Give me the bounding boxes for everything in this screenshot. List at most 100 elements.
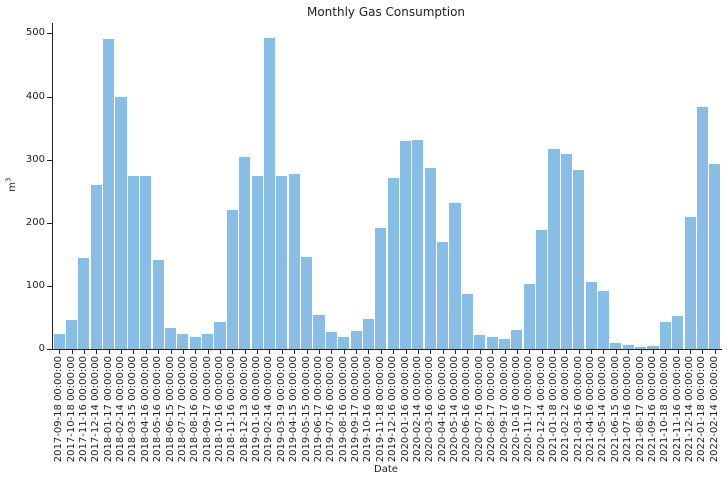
bar: [189, 336, 201, 350]
x-tick: [71, 350, 73, 354]
bar: [362, 318, 374, 350]
x-tick: [380, 350, 382, 354]
y-tick-label: 300: [25, 153, 45, 165]
x-tick: [578, 350, 580, 354]
x-tick-label: 2021-12-14 00:00:00: [684, 356, 696, 463]
bar: [597, 291, 610, 350]
x-tick: [393, 350, 395, 354]
bar: [164, 327, 177, 350]
x-tick: [269, 350, 271, 354]
bar: [387, 178, 399, 350]
x-tick-label: 2018-12-13 00:00:00: [238, 356, 250, 463]
x-tick: [244, 350, 246, 354]
x-tick: [504, 350, 506, 354]
x-tick: [492, 350, 494, 354]
x-tick-label: 2020-04-16 00:00:00: [436, 356, 448, 463]
x-tick-label: 2019-01-16 00:00:00: [251, 356, 263, 463]
x-tick: [690, 350, 692, 354]
x-tick-label: 2021-01-18 00:00:00: [548, 356, 559, 463]
x-tick: [331, 350, 333, 354]
x-tick: [529, 350, 531, 354]
x-tick-label: 2018-02-14 00:00:00: [115, 356, 127, 463]
x-tick-label: 2020-06-16 00:00:00: [461, 356, 473, 463]
x-tick-label: 2018-08-16 00:00:00: [189, 356, 201, 463]
x-tick: [541, 350, 543, 354]
bar: [585, 282, 597, 350]
x-tick-label: 2018-03-15 00:00:00: [127, 356, 139, 463]
x-tick-label: 2018-10-16 00:00:00: [214, 356, 225, 463]
x-tick-label: 2022-02-14 00:00:00: [708, 356, 720, 463]
x-tick-label: 2020-02-14 00:00:00: [411, 356, 423, 463]
bar: [486, 336, 498, 350]
bar: [152, 260, 164, 350]
x-tick: [281, 350, 283, 354]
y-tick-label: 0: [38, 343, 45, 355]
bar: [511, 330, 523, 350]
x-tick: [714, 350, 716, 354]
bar: [684, 217, 696, 350]
bar: [672, 316, 684, 350]
x-tick-label: 2020-01-16 00:00:00: [399, 356, 411, 463]
y-tick: [47, 159, 52, 161]
bar: [276, 176, 288, 350]
bar: [573, 169, 585, 350]
x-tick: [455, 350, 457, 354]
x-tick-label: 2021-06-15 00:00:00: [609, 356, 621, 463]
plot-area: [52, 23, 721, 350]
x-tick-label: 2019-08-16 00:00:00: [337, 356, 349, 463]
x-axis-line: [52, 349, 722, 350]
x-tick-label: 2021-07-16 00:00:00: [622, 356, 634, 463]
x-tick: [343, 350, 345, 354]
x-tick-label: 2021-03-16 00:00:00: [572, 356, 584, 463]
x-tick: [603, 350, 605, 354]
x-tick-label: 2017-09-18 00:00:00: [53, 356, 65, 463]
y-tick: [47, 349, 52, 351]
y-tick-label: 500: [25, 27, 45, 39]
x-tick: [677, 350, 679, 354]
bar: [177, 334, 189, 350]
bar: [412, 140, 424, 350]
bar: [474, 335, 486, 350]
y-tick: [47, 33, 52, 35]
x-tick: [442, 350, 444, 354]
x-tick-label: 2020-05-14 00:00:00: [449, 356, 461, 463]
bar: [251, 176, 263, 350]
bar: [635, 346, 647, 350]
x-tick-label: 2020-07-16 00:00:00: [473, 356, 485, 463]
x-tick: [121, 350, 123, 354]
bar: [523, 284, 535, 350]
bar: [103, 39, 115, 350]
x-tick-label: 2018-07-17 00:00:00: [176, 356, 188, 463]
y-tick: [47, 96, 52, 98]
x-tick-label: 2017-12-14 00:00:00: [90, 356, 102, 463]
x-tick: [628, 350, 630, 354]
x-tick-label: 2018-04-16 00:00:00: [139, 356, 151, 463]
bar: [202, 334, 214, 350]
x-tick: [430, 350, 432, 354]
x-tick: [516, 350, 518, 354]
y-axis-label: m3: [4, 178, 17, 192]
x-tick: [591, 350, 593, 354]
x-tick: [467, 350, 469, 354]
x-tick-label: 2019-06-17 00:00:00: [312, 356, 324, 463]
x-tick: [83, 350, 85, 354]
x-tick: [207, 350, 209, 354]
x-tick-label: 2022-01-18 00:00:00: [696, 356, 708, 463]
x-tick-label: 2019-09-17 00:00:00: [350, 356, 362, 463]
x-tick: [405, 350, 407, 354]
x-tick-label: 2020-10-16 00:00:00: [510, 356, 522, 463]
bar: [622, 344, 634, 350]
x-tick-label: 2021-04-16 00:00:00: [585, 356, 597, 463]
bar: [127, 176, 139, 350]
bar: [65, 320, 78, 350]
x-tick: [356, 350, 358, 354]
bar: [313, 315, 325, 350]
bar: [338, 336, 350, 350]
x-tick: [702, 350, 704, 354]
bar: [498, 338, 511, 350]
y-axis-label-base: m: [6, 182, 18, 192]
x-tick-label: 2017-11-16 00:00:00: [77, 356, 89, 463]
bar: [548, 148, 560, 350]
bar: [424, 167, 436, 350]
x-tick-label: 2018-05-16 00:00:00: [152, 356, 164, 463]
